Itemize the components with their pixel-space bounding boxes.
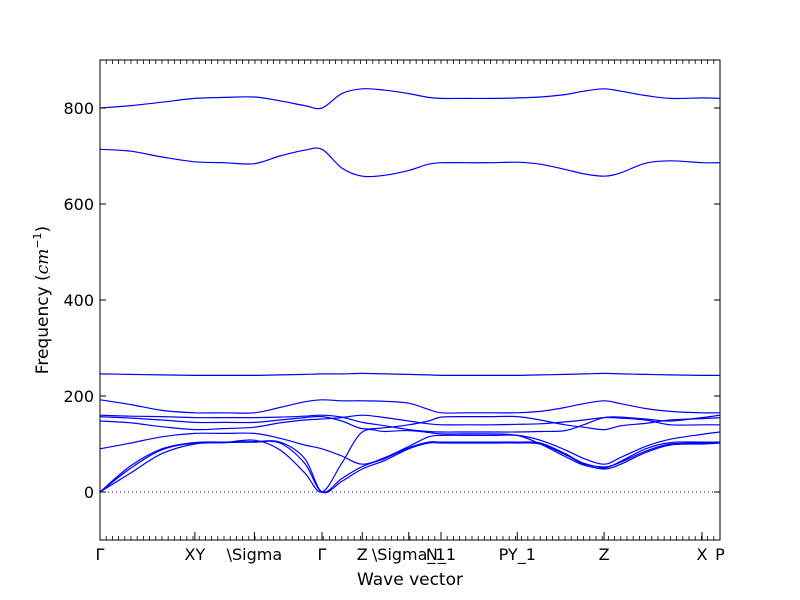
y-tick-label: 0 [84, 483, 94, 502]
y-tick-label: 800 [63, 99, 94, 118]
y-axis-label-exponent: −1 [31, 232, 44, 248]
x-tick-label: Z [357, 545, 368, 564]
x-tick-label: \Sigma_1 [372, 545, 446, 565]
x-tick-label: Z [599, 545, 610, 564]
x-tick-label: X [697, 545, 708, 564]
x-tick-label: Γ [317, 545, 326, 564]
y-tick-label: 600 [63, 195, 94, 214]
y-tick-label: 200 [63, 387, 94, 406]
band-line-2 [99, 147, 721, 178]
y-axis-label-close: ) [33, 226, 53, 233]
band-line-1 [99, 88, 721, 110]
x-tick-label: XY [184, 545, 205, 564]
band-line-8 [99, 431, 721, 465]
x-tick-label: Γ [96, 545, 105, 564]
band-line-4 [99, 399, 721, 414]
y-axis-label-unit: cm [33, 249, 53, 275]
y-axis-label: Frequency (cm−1) [31, 226, 53, 374]
band-line-5 [99, 414, 721, 433]
x-tick-label: \Sigma [227, 545, 283, 564]
x-tick-label: PY_1 [499, 545, 536, 565]
series-layer [99, 88, 721, 494]
x-tick-label: P [715, 545, 725, 564]
band-line-7 [99, 414, 720, 431]
x-axis-label: Wave vector [357, 570, 463, 590]
plot-frame [99, 59, 721, 541]
band-line-3 [99, 372, 720, 376]
band-line-6 [99, 415, 721, 431]
band-line-11 [99, 440, 721, 494]
x-tick-label: N_1 [426, 545, 456, 565]
y-tick-label: 400 [63, 291, 94, 310]
y-axis-label-text: Frequency ( [33, 274, 53, 374]
